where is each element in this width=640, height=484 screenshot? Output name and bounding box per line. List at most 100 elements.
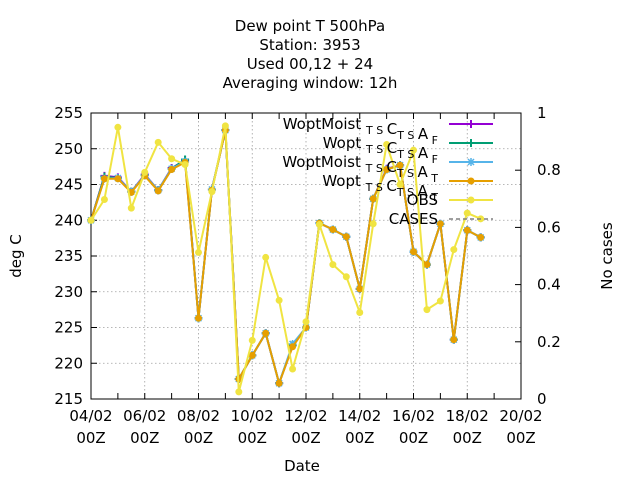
data-point bbox=[302, 318, 310, 326]
y-tick-label: 225 bbox=[54, 319, 83, 337]
x-tick-label-date: 08/02 bbox=[177, 407, 220, 425]
data-point bbox=[262, 329, 270, 337]
data-point bbox=[383, 140, 391, 148]
y2-tick-label: 0.6 bbox=[537, 218, 561, 236]
legend-label: WoptMoist T S CT S A F bbox=[283, 115, 438, 147]
data-point bbox=[329, 261, 337, 269]
data-point bbox=[195, 314, 202, 322]
data-point bbox=[356, 308, 364, 316]
data-point bbox=[289, 343, 297, 351]
y2-tick-label: 0.4 bbox=[537, 276, 561, 294]
series-line bbox=[90, 124, 482, 393]
y2-tick-label: 0 bbox=[537, 390, 547, 408]
y-tick-label: 245 bbox=[54, 176, 83, 194]
y-tick-label: 250 bbox=[54, 140, 83, 158]
data-point bbox=[369, 220, 377, 228]
y-tick-label: 255 bbox=[54, 104, 83, 122]
x-tick-label-hour: 00Z bbox=[238, 429, 267, 447]
data-point bbox=[450, 336, 458, 344]
data-point bbox=[154, 138, 162, 146]
data-point bbox=[423, 261, 431, 269]
series-4 bbox=[87, 122, 485, 396]
legend-label: WoptMoist T S CT S A T bbox=[282, 153, 438, 185]
data-point bbox=[235, 388, 243, 396]
x-tick-label-hour: 00Z bbox=[345, 429, 374, 447]
chart-title-line: Used 00,12 + 24 bbox=[247, 55, 373, 73]
data-point bbox=[329, 226, 337, 234]
data-point bbox=[477, 233, 485, 241]
data-point bbox=[289, 365, 297, 373]
data-point bbox=[248, 351, 256, 359]
data-point bbox=[262, 253, 270, 261]
data-point bbox=[87, 216, 95, 224]
data-point bbox=[248, 336, 256, 344]
data-point bbox=[369, 195, 377, 203]
legend-label: Wopt T S CT S A T bbox=[322, 172, 438, 204]
y-axis-title: deg C bbox=[7, 234, 25, 278]
x-tick-label-hour: 00Z bbox=[453, 429, 482, 447]
data-point bbox=[396, 161, 404, 169]
data-point bbox=[450, 246, 458, 254]
data-point bbox=[463, 226, 471, 234]
x-tick-label-date: 06/02 bbox=[123, 407, 166, 425]
x-tick-label-date: 04/02 bbox=[69, 407, 112, 425]
data-point bbox=[221, 122, 229, 130]
data-point bbox=[114, 175, 122, 183]
data-point bbox=[436, 297, 444, 305]
data-point bbox=[141, 168, 149, 176]
x-tick-label-date: 20/02 bbox=[499, 407, 542, 425]
data-point bbox=[181, 160, 189, 168]
data-point bbox=[275, 379, 283, 387]
legend-label: OBS bbox=[407, 191, 438, 209]
x-tick-label-date: 12/02 bbox=[284, 407, 327, 425]
legend-marker bbox=[467, 177, 475, 185]
x-tick-label-date: 10/02 bbox=[231, 407, 274, 425]
y2-tick-label: 0.2 bbox=[537, 333, 561, 351]
y2-tick-label: 0.8 bbox=[537, 161, 561, 179]
legend-marker bbox=[467, 139, 475, 147]
data-point bbox=[127, 204, 135, 212]
y2-tick-label: 1 bbox=[537, 104, 547, 122]
data-point bbox=[168, 165, 176, 173]
legend-label: Wopt T S CT S A F bbox=[323, 134, 438, 166]
data-point bbox=[342, 233, 350, 241]
data-point bbox=[342, 273, 350, 281]
x-tick-label-hour: 00Z bbox=[506, 429, 535, 447]
y-tick-label: 235 bbox=[54, 247, 83, 265]
y2-axis-title: No cases bbox=[598, 222, 616, 290]
data-point bbox=[315, 221, 323, 229]
x-axis-title: Date bbox=[284, 457, 320, 475]
x-tick-label-date: 18/02 bbox=[446, 407, 489, 425]
y-tick-label: 240 bbox=[54, 211, 83, 229]
data-point bbox=[356, 285, 364, 293]
x-tick-label-hour: 00Z bbox=[184, 429, 213, 447]
legend-label: CASES bbox=[389, 210, 438, 228]
data-point bbox=[154, 187, 162, 195]
chart-title-line: Station: 3953 bbox=[259, 36, 360, 54]
data-point bbox=[100, 175, 108, 183]
data-point bbox=[396, 181, 404, 188]
data-point bbox=[383, 165, 391, 173]
data-point bbox=[208, 188, 216, 196]
legend-marker bbox=[467, 196, 475, 204]
x-tick-label-hour: 00Z bbox=[291, 429, 320, 447]
legend-marker bbox=[467, 158, 475, 166]
data-point bbox=[410, 146, 417, 154]
x-tick-label-hour: 00Z bbox=[399, 429, 428, 447]
chart-title-line: Averaging window: 12h bbox=[223, 74, 398, 92]
chart-title-line: Dew point T 500hPa bbox=[235, 17, 385, 35]
data-point bbox=[114, 123, 122, 131]
x-tick-label-date: 16/02 bbox=[392, 407, 435, 425]
x-tick-label-hour: 00Z bbox=[76, 429, 105, 447]
data-point bbox=[410, 248, 417, 256]
data-point bbox=[463, 209, 471, 217]
data-point bbox=[100, 196, 108, 204]
data-point bbox=[436, 220, 444, 228]
data-point bbox=[423, 306, 431, 314]
y-tick-label: 215 bbox=[54, 390, 83, 408]
x-tick-label-hour: 00Z bbox=[130, 429, 159, 447]
legend-marker bbox=[467, 120, 475, 128]
